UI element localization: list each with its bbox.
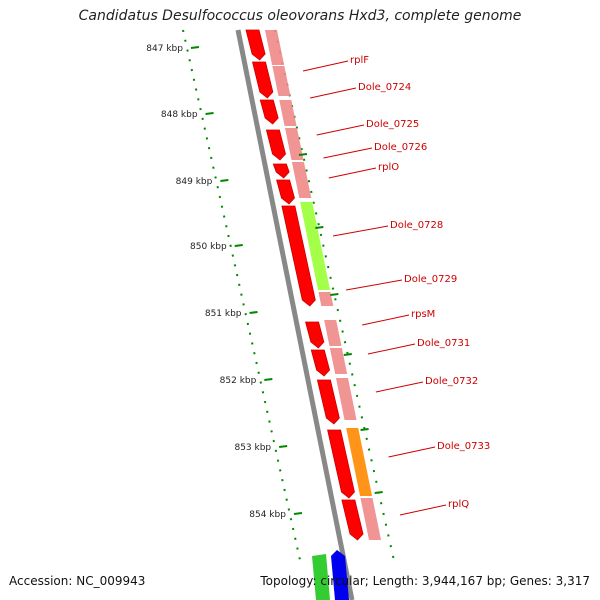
gene-leader-line: [367, 343, 416, 355]
gene-label[interactable]: Dole_0732: [425, 376, 478, 387]
gene-arrow[interactable]: [252, 61, 274, 99]
gene-arrow[interactable]: [341, 499, 364, 541]
gene-leader-line: [302, 60, 349, 72]
gene-arrow[interactable]: [305, 321, 325, 349]
gene-arrow[interactable]: [272, 163, 290, 179]
gene-leader-line: [388, 446, 436, 458]
accession-text: Accession: NC_009943: [9, 574, 146, 588]
gene-leader-line: [346, 279, 403, 291]
ruler-tick: [264, 378, 273, 381]
gene-leader-line: [375, 381, 424, 393]
track-tick: [343, 353, 352, 356]
gene-label[interactable]: rplQ: [448, 499, 469, 510]
track-tick: [330, 293, 339, 296]
ruler-tick-label: 848 kbp: [161, 110, 198, 120]
track-tick: [360, 428, 369, 431]
track-tick: [374, 491, 383, 494]
gene-track-bar[interactable]: [284, 128, 304, 160]
ruler-tick: [234, 244, 243, 247]
gene-label[interactable]: Dole_0724: [358, 82, 411, 93]
ruler-tick: [293, 512, 303, 515]
gene-label[interactable]: Dole_0731: [417, 338, 470, 349]
gene-label[interactable]: rpsM: [411, 309, 435, 320]
gene-track-bar[interactable]: [335, 378, 357, 420]
track-tick: [298, 153, 308, 156]
gene-label[interactable]: Dole_0729: [404, 274, 457, 285]
genome-backbone: [235, 29, 355, 600]
gene-track-bar[interactable]: [265, 30, 285, 65]
gene-arrow[interactable]: [327, 429, 355, 499]
gene-label[interactable]: Dole_0728: [390, 220, 443, 231]
ruler-tick: [220, 179, 229, 182]
gene-arrow[interactable]: [310, 349, 331, 377]
ruler-tick-label: 853 kbp: [234, 443, 271, 453]
gene-leader-line: [362, 314, 410, 326]
gene-leader-line: [399, 504, 447, 516]
gene-arrow[interactable]: [245, 29, 266, 61]
gene-track-bar[interactable]: [346, 428, 373, 496]
ruler-tick-label: 849 kbp: [176, 177, 213, 187]
ruler-tick-label: 851 kbp: [205, 309, 242, 319]
ruler-tick: [249, 311, 258, 314]
gene-arrow[interactable]: [276, 179, 295, 205]
gene-label[interactable]: Dole_0725: [366, 119, 419, 130]
ruler-tick-label: 850 kbp: [190, 242, 227, 252]
genome-summary-text: Topology: circular; Length: 3,944,167 bp…: [260, 574, 590, 588]
ruler-tick: [279, 445, 288, 448]
ruler-dotted-line: [182, 29, 301, 561]
genome-title: Candidatus Desulfococcus oleovorans Hxd3…: [78, 8, 522, 24]
gene-track-bar[interactable]: [329, 348, 348, 374]
ruler-tick-label: 852 kbp: [220, 376, 257, 386]
gene-label[interactable]: Dole_0733: [437, 441, 490, 452]
ruler-tick-label: 847 kbp: [146, 44, 183, 54]
ruler-tick-label: 854 kbp: [249, 510, 286, 520]
next-gene-arrow[interactable]: [312, 554, 330, 600]
gene-leader-line: [310, 87, 357, 99]
gene-label[interactable]: rplO: [378, 162, 399, 173]
gene-arrow[interactable]: [259, 99, 279, 125]
track-tick: [315, 226, 324, 229]
gene-track-bar[interactable]: [279, 100, 297, 126]
gene-label[interactable]: rplF: [350, 55, 369, 66]
gene-label[interactable]: Dole_0726: [374, 142, 427, 153]
gene-leader-line: [323, 147, 373, 159]
gene-arrow[interactable]: [281, 205, 316, 307]
ruler-tick: [205, 112, 214, 115]
gene-arrow[interactable]: [265, 129, 286, 161]
gene-arrow[interactable]: [316, 379, 340, 425]
gene-leader-line: [328, 167, 377, 179]
gene-track-bar[interactable]: [291, 162, 312, 198]
gene-leader-line: [332, 225, 389, 237]
ruler-tick: [190, 46, 200, 49]
next-gene-arrow[interactable]: [331, 550, 349, 600]
gene-leader-line: [316, 124, 365, 136]
gene-track-bar[interactable]: [324, 320, 342, 346]
gene-track-bar[interactable]: [272, 66, 291, 96]
gene-track-bar[interactable]: [360, 498, 382, 540]
gene-track-bar[interactable]: [300, 202, 331, 290]
gene-track-bar[interactable]: [318, 292, 334, 306]
